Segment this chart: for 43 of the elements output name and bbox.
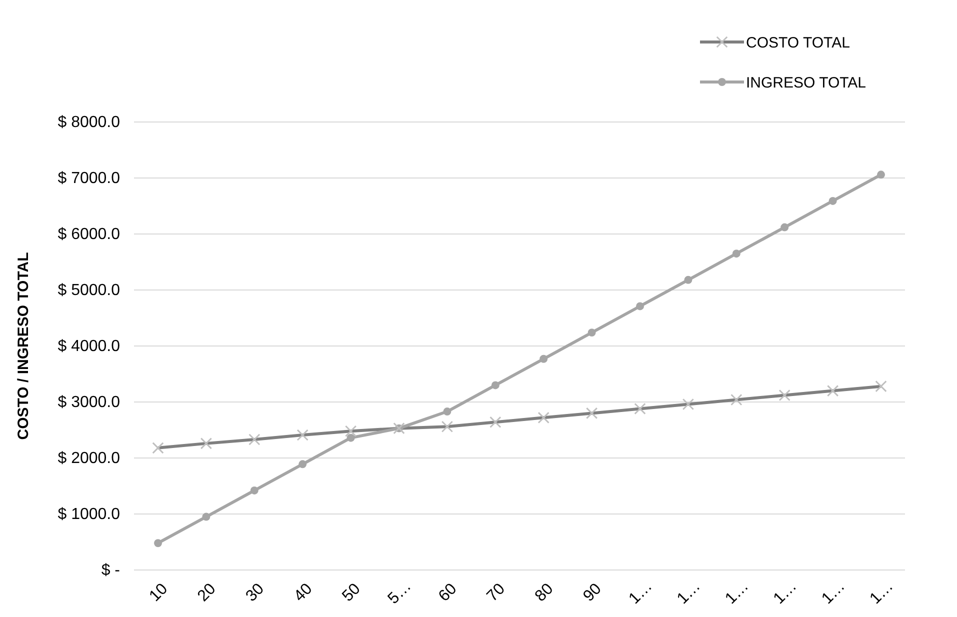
y-tick-label: $ - bbox=[101, 562, 120, 580]
x-tick-label: 1… bbox=[722, 578, 752, 608]
x-tick-label: 30 bbox=[242, 580, 268, 606]
point bbox=[491, 381, 500, 390]
y-tick-label: $ 3000.0 bbox=[58, 394, 120, 412]
point bbox=[346, 434, 355, 442]
point bbox=[250, 486, 258, 494]
y-tick-label: $ 1000.0 bbox=[58, 506, 120, 524]
x-tick-label: 90 bbox=[580, 580, 605, 606]
y-axis-title: COSTO / INGRESO TOTAL bbox=[15, 252, 32, 440]
point bbox=[154, 539, 162, 548]
y-tick-label: $ 5000.0 bbox=[58, 282, 120, 300]
x-tick-label: 5… bbox=[384, 578, 415, 608]
point bbox=[443, 408, 452, 416]
x-tick-label: 50 bbox=[339, 580, 364, 606]
point bbox=[540, 354, 548, 363]
legend-label: COSTO TOTAL bbox=[746, 34, 850, 52]
point bbox=[636, 302, 644, 310]
y-tick-label: $ 8000.0 bbox=[58, 114, 120, 132]
x-tick-label: 1… bbox=[770, 578, 800, 608]
point bbox=[877, 170, 885, 179]
y-tick-label: $ 2000.0 bbox=[58, 450, 120, 468]
x-tick-label: 1… bbox=[866, 578, 897, 608]
y-tick-label: $ 6000.0 bbox=[58, 226, 120, 244]
x-tick-label: 1… bbox=[818, 578, 848, 608]
y-tick-label: $ 4000.0 bbox=[58, 338, 120, 356]
point bbox=[732, 250, 740, 258]
x-tick-label: 1… bbox=[626, 578, 656, 608]
y-tick-label: $ 7000.0 bbox=[58, 170, 120, 188]
point bbox=[780, 223, 789, 232]
x-tick-label: 10 bbox=[146, 580, 172, 606]
x-tick-label: 60 bbox=[436, 580, 460, 606]
point bbox=[298, 460, 307, 468]
point bbox=[828, 196, 837, 205]
x-tick-label: 20 bbox=[194, 580, 220, 606]
point bbox=[684, 276, 692, 284]
x-tick-label: 40 bbox=[291, 580, 316, 606]
point bbox=[202, 512, 210, 521]
x-tick-label: 70 bbox=[484, 580, 509, 606]
x-tick-label: 80 bbox=[532, 580, 557, 606]
x-tick-label: 1… bbox=[674, 578, 704, 608]
legend-label: INGRESO TOTAL bbox=[746, 74, 866, 92]
point bbox=[588, 328, 596, 337]
